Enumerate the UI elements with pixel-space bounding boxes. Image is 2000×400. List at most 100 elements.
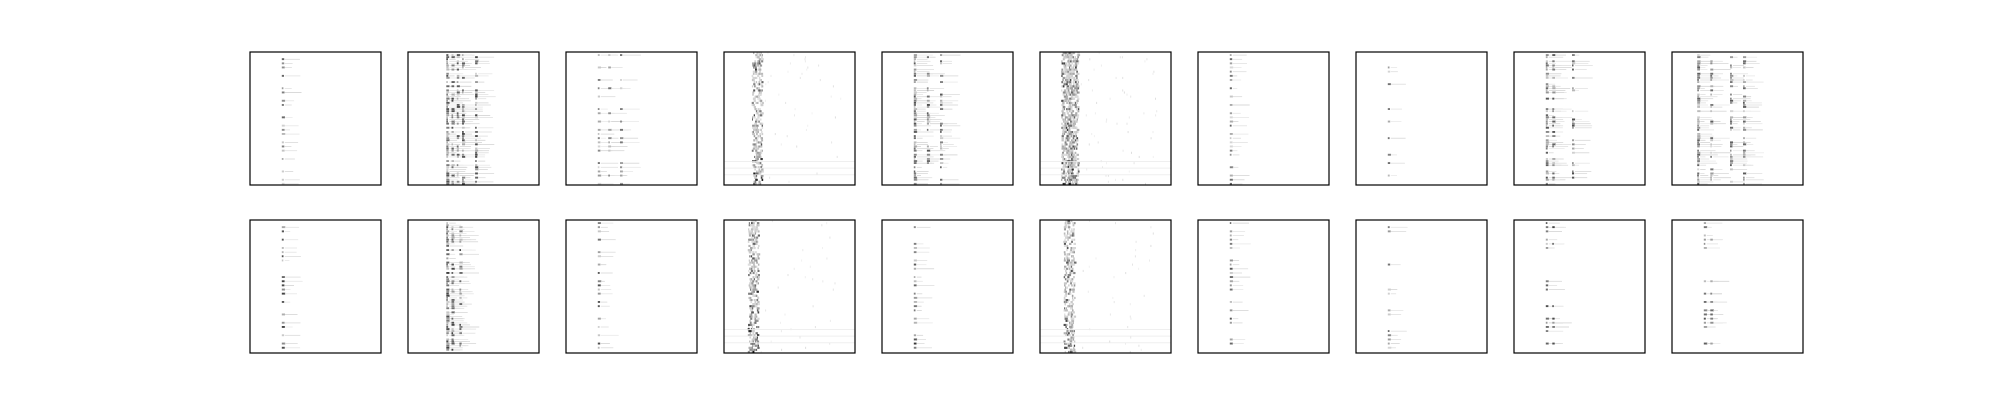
heatmap-cell — [446, 280, 450, 283]
heatmap-cell — [1063, 176, 1066, 179]
heatmap-cell — [1065, 234, 1068, 237]
heatmap-cell — [284, 247, 297, 249]
heatmap-cell — [1076, 76, 1078, 79]
heatmap-cell — [1548, 73, 1562, 75]
heatmap-cell — [1073, 52, 1076, 55]
heatmap-cell — [446, 234, 449, 237]
heatmap-cell — [758, 172, 760, 175]
heatmap-cell — [916, 69, 934, 70]
heatmap-cell — [1070, 147, 1073, 150]
heatmap-cell — [1073, 162, 1077, 165]
heatmap-cell — [940, 101, 943, 104]
heatmap-cell — [1075, 87, 1078, 90]
heatmap-cell — [1070, 317, 1073, 320]
heatmap-cell — [446, 172, 450, 175]
heatmap-cell — [1713, 73, 1723, 75]
heatmap-cell — [284, 146, 292, 147]
heatmap-cell — [1069, 251, 1072, 254]
heatmap-cell — [1077, 81, 1079, 84]
heatmap-cell — [1572, 126, 1574, 129]
heatmap-cell — [1390, 137, 1406, 139]
heatmap-cell — [1067, 338, 1070, 341]
heatmap-cell — [597, 238, 601, 241]
heatmap-cell — [1229, 124, 1232, 127]
heatmap-cell — [1743, 126, 1746, 129]
heatmap-cell — [940, 74, 944, 77]
heatmap-cell — [478, 144, 495, 145]
heatmap-cell — [1229, 145, 1233, 148]
heatmap-cell — [465, 127, 470, 129]
heatmap-cell — [1697, 143, 1700, 146]
heatmap-cell — [757, 303, 760, 306]
heatmap-cell — [281, 276, 285, 278]
heatmap-cell — [454, 183, 460, 185]
heatmap-cell — [1062, 52, 1065, 55]
heatmap-cell — [1700, 127, 1709, 129]
heatmap-cell — [1155, 114, 1157, 117]
heatmap-cell — [1697, 81, 1700, 83]
heatmap-cell — [1125, 342, 1126, 345]
heatmap-cell — [1067, 164, 1069, 167]
heatmap-cell — [1733, 144, 1738, 145]
heatmap-cell — [600, 301, 608, 303]
heatmap-cell — [1073, 340, 1076, 343]
heatmap-cell — [761, 54, 763, 57]
heatmap-cell — [1229, 276, 1234, 278]
heatmap-cell — [1068, 224, 1070, 227]
heatmap-cell — [753, 294, 756, 297]
heatmap-cell — [1548, 115, 1555, 116]
heatmap-cell — [913, 62, 916, 65]
heatmap-cell — [1071, 112, 1073, 115]
heatmap-cell — [1710, 280, 1713, 283]
heatmap-cell — [1069, 145, 1071, 148]
heatmap-cell — [1229, 342, 1233, 345]
heatmap-cell — [757, 240, 759, 243]
heatmap-cell — [1065, 158, 1067, 161]
heatmap-cell — [1150, 244, 1152, 247]
heatmap-cell — [757, 95, 760, 98]
heatmap-cell — [446, 180, 450, 183]
heatmap-cell — [459, 173, 475, 174]
heatmap-cell — [478, 94, 489, 95]
heatmap-cell — [1073, 131, 1076, 134]
heatmap-cell — [1575, 164, 1579, 166]
heatmap-cell — [761, 89, 763, 92]
heatmap-cell — [446, 147, 449, 150]
heatmap-cell — [1067, 60, 1069, 63]
heatmap-cell — [1072, 336, 1074, 339]
heatmap-cell — [747, 263, 750, 266]
heatmap-cell — [1063, 267, 1066, 270]
heatmap-cell — [1132, 263, 1133, 266]
heatmap-cell — [1068, 122, 1070, 125]
heatmap-cell — [1068, 108, 1071, 111]
heatmap-cell — [1067, 95, 1069, 98]
heatmap-cell — [913, 112, 917, 115]
heatmap-cell — [1746, 137, 1757, 139]
heatmap-cell — [284, 88, 292, 89]
heatmap-cell — [1545, 89, 1548, 92]
heatmap-cell — [1697, 178, 1700, 181]
heatmap-cell — [759, 162, 761, 165]
heatmap-cell — [1070, 348, 1073, 351]
heatmap-cell — [814, 326, 816, 329]
heatmap-cell — [446, 153, 449, 156]
heatmap-cell — [1070, 110, 1074, 113]
heatmap-cell — [789, 62, 791, 65]
heatmap-cell — [916, 75, 927, 77]
heatmap-cell — [1064, 137, 1068, 140]
heatmap-cell — [281, 251, 284, 254]
heatmap-cell — [756, 52, 759, 55]
heatmap-cell — [462, 268, 475, 270]
heatmap-cell — [462, 120, 465, 123]
heatmap-cell — [1743, 143, 1747, 146]
heatmap-cell — [1232, 121, 1239, 122]
heatmap-cell — [446, 168, 449, 171]
heatmap-cell — [760, 166, 763, 169]
heatmap-cell — [1076, 91, 1079, 94]
heatmap-cell — [1069, 292, 1072, 295]
heatmap-cell — [459, 240, 462, 243]
heatmap-cell — [1700, 142, 1711, 143]
heatmap-cell — [1232, 183, 1243, 185]
heatmap-cell — [748, 222, 750, 225]
heatmap-cell — [916, 175, 921, 176]
